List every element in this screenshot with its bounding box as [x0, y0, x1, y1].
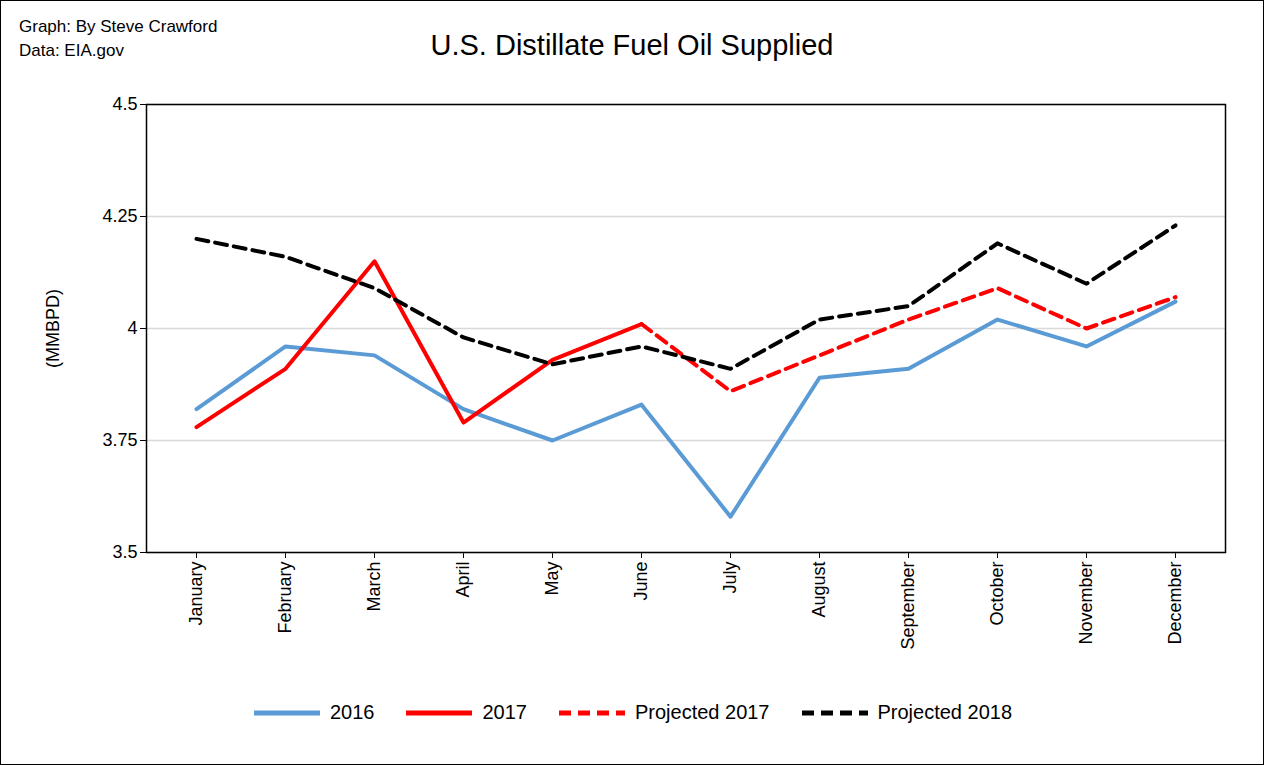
svg-text:(MMBPD): (MMBPD)	[43, 289, 63, 368]
svg-text:December: December	[1165, 561, 1185, 644]
svg-text:May: May	[542, 562, 562, 596]
svg-text:March: March	[364, 562, 384, 612]
svg-text:July: July	[720, 562, 740, 594]
svg-text:February: February	[275, 562, 295, 634]
html-text:2017: 2017	[482, 701, 527, 723]
html-text:Projected 2018: Projected 2018	[877, 701, 1012, 723]
svg-text:January: January	[186, 562, 206, 626]
html-text:Graph: By Steve Crawford: Graph: By Steve Crawford	[19, 17, 218, 36]
svg-text:November: November	[1076, 561, 1096, 644]
html-text:Projected 2017: Projected 2017	[635, 701, 770, 723]
svg-text:August: August	[809, 562, 829, 618]
svg-text:3.5: 3.5	[112, 542, 137, 562]
svg-text:3.75: 3.75	[102, 430, 137, 450]
svg-text:4: 4	[127, 318, 137, 338]
svg-text:4.25: 4.25	[102, 206, 137, 226]
svg-text:September: September	[898, 562, 918, 650]
svg-text:April: April	[453, 562, 473, 598]
html-text:U.S. Distillate Fuel Oil Suppl: U.S. Distillate Fuel Oil Supplied	[430, 29, 834, 61]
svg-text:October: October	[987, 561, 1007, 625]
html-text:Data: EIA.gov: Data: EIA.gov	[19, 41, 124, 60]
html-text:2016: 2016	[330, 701, 375, 723]
svg-text:4.5: 4.5	[112, 94, 137, 114]
svg-text:June: June	[631, 562, 651, 601]
